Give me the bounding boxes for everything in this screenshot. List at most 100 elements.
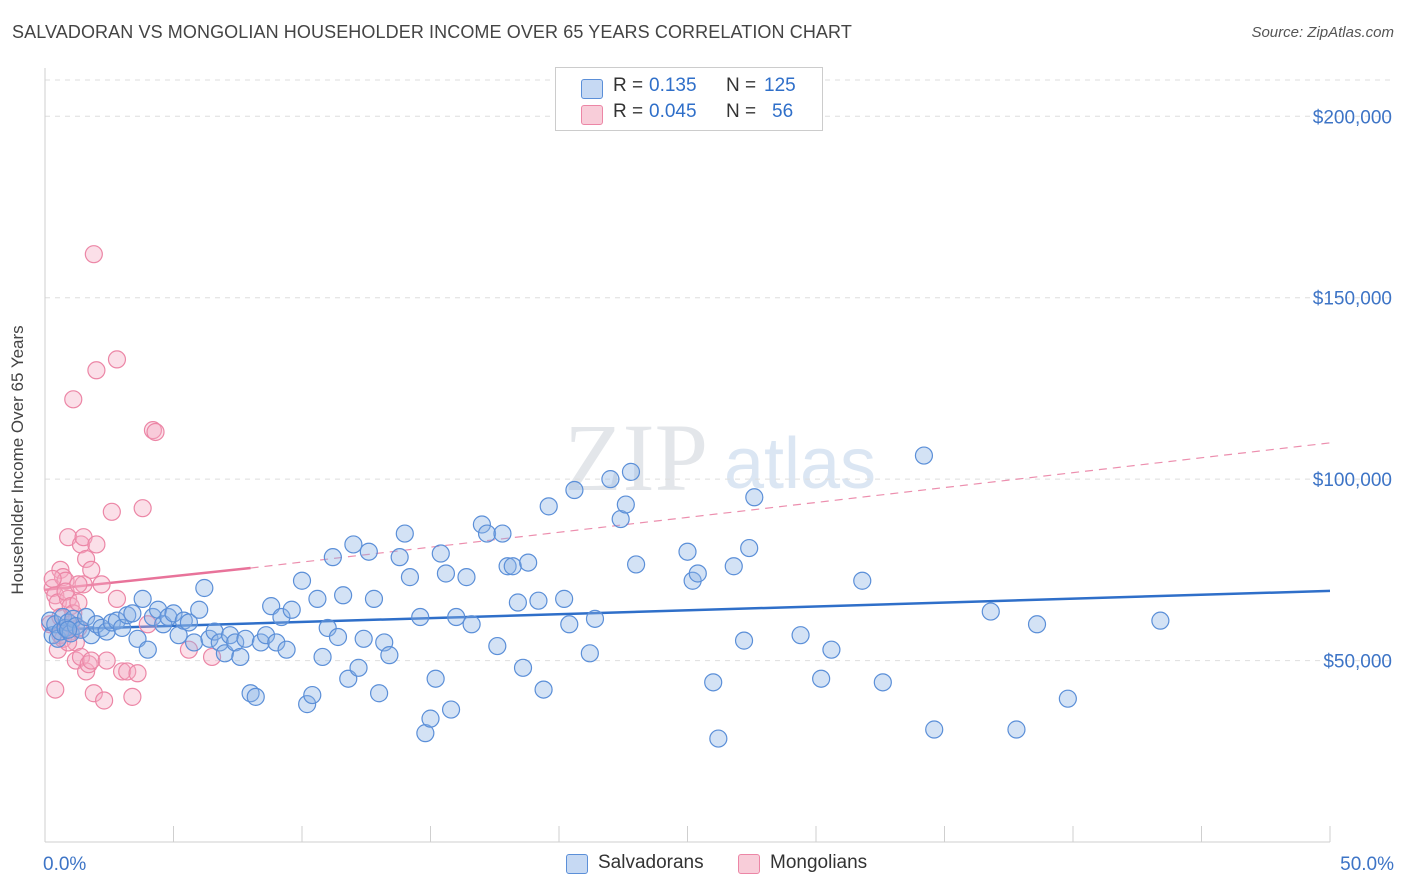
salvadorans-point xyxy=(421,709,440,728)
salvadorans-point xyxy=(323,548,342,567)
salvadorans-point xyxy=(914,446,934,465)
salvadorans-point xyxy=(560,615,579,634)
salvadorans-point xyxy=(853,571,872,590)
salvadorans-point xyxy=(190,600,209,619)
salvadorans-point xyxy=(334,586,353,605)
y-tick-label: $50,000 xyxy=(1323,652,1392,673)
salvadorans-point xyxy=(298,695,317,714)
salvadorans-point xyxy=(462,615,481,634)
salvadorans-point xyxy=(688,564,707,583)
salvadorans-point xyxy=(282,600,301,619)
mongolians-trend-line xyxy=(44,566,251,592)
salvadorans-point xyxy=(585,609,605,628)
salvadorans-point xyxy=(745,488,764,507)
mongolians-point xyxy=(95,691,114,710)
salvadorans-point xyxy=(313,647,332,667)
salvadorans-point xyxy=(678,542,697,561)
salvadorans-point xyxy=(503,557,522,576)
watermark-atlas: atlas xyxy=(724,424,876,504)
salvadorans-point xyxy=(267,633,286,652)
salvadorans-point xyxy=(493,524,512,543)
salvadorans-point xyxy=(981,602,1000,621)
mongolians-point xyxy=(69,575,88,594)
salvadorans-point xyxy=(601,470,620,489)
salvadorans-trend-line xyxy=(44,589,1331,631)
salvadorans-point xyxy=(380,646,399,665)
salvadorans-point xyxy=(426,669,445,688)
y-tick-label: $100,000 xyxy=(1313,470,1392,491)
chart-title: SALVADORAN VS MONGOLIAN HOUSEHOLDER INCO… xyxy=(12,22,852,42)
salvadorans-point xyxy=(246,687,265,706)
mongolians-point xyxy=(92,575,111,594)
salvadorans-point xyxy=(1151,611,1170,630)
salvadorans-point xyxy=(205,622,224,641)
salvadorans-point xyxy=(1027,615,1047,634)
mongolians-point xyxy=(51,560,70,579)
salvadorans-point xyxy=(925,720,944,739)
trend-lines xyxy=(44,442,1331,631)
salvadorans-point xyxy=(256,626,276,645)
salvadorans-point xyxy=(231,647,250,667)
salvadorans-point xyxy=(349,658,368,677)
salvadorans-point xyxy=(59,620,78,639)
mongolians-point xyxy=(107,350,127,369)
stats-legend: R = 0.135 N = 125 R = 0.045 N = 56 xyxy=(555,67,823,131)
mongolians-point xyxy=(69,593,88,612)
legend-r-label: R = xyxy=(613,101,644,122)
mongolians-point xyxy=(128,664,147,683)
mongolians-point xyxy=(43,569,62,589)
salvadorans-point xyxy=(277,640,296,659)
salvadorans-point xyxy=(195,578,214,598)
salvadorans-point xyxy=(370,684,389,703)
salvadorans-point xyxy=(138,640,157,659)
salvadorans-point xyxy=(318,618,337,638)
salvadorans-point xyxy=(513,658,533,677)
salvadorans-point xyxy=(447,607,466,627)
legend-swatch-salvadorans xyxy=(581,79,603,99)
legend-r-value: 0.045 xyxy=(649,101,697,122)
salvadorans-point xyxy=(534,680,553,699)
legend-swatch-salvadorans xyxy=(566,854,588,874)
salvadorans-point xyxy=(1058,689,1077,708)
salvadorans-point xyxy=(431,544,450,563)
legend-label-mongolians: Mongolians xyxy=(770,852,868,873)
y-axis-label: Householder Income Over 65 Years xyxy=(8,325,27,595)
legend-n-value: 56 xyxy=(772,101,794,122)
y-tick-label: $200,000 xyxy=(1313,107,1392,128)
x-tick-label-min: 0.0% xyxy=(43,854,86,875)
x-tick-label-max: 50.0% xyxy=(1340,854,1394,875)
salvadorans-point xyxy=(411,607,430,627)
salvadorans-point xyxy=(539,497,558,516)
mongolians-point xyxy=(87,535,106,554)
mongolians-point xyxy=(84,245,103,264)
salvadorans-point xyxy=(210,633,229,652)
salvadorans-point xyxy=(179,613,199,632)
mongolians-point xyxy=(146,422,165,442)
mongolians-point xyxy=(143,421,163,440)
salvadorans-point xyxy=(164,604,183,623)
salvadorans-point xyxy=(822,640,841,659)
salvadorans-point xyxy=(565,480,584,500)
salvadorans-point xyxy=(477,524,497,543)
salvadorans-point xyxy=(529,591,548,610)
mongolians-point xyxy=(64,390,83,409)
legend-swatch-mongolians xyxy=(738,854,760,874)
salvadorans-point xyxy=(724,557,743,576)
salvadorans-point xyxy=(364,589,384,608)
salvadorans-point xyxy=(709,729,728,748)
legend-r-value: 0.135 xyxy=(649,75,697,96)
mongolians-point xyxy=(133,499,152,518)
salvadorans-point xyxy=(133,589,152,608)
salvadorans-point xyxy=(184,633,204,652)
salvadorans-point xyxy=(436,564,456,583)
salvadorans-point xyxy=(555,589,574,608)
salvadorans-point xyxy=(272,607,291,627)
salvadorans-point xyxy=(580,644,599,663)
salvadorans-point xyxy=(77,607,96,627)
salvadorans-point xyxy=(626,555,646,574)
mongolians-point xyxy=(123,687,142,706)
salvadorans-point xyxy=(616,495,635,514)
salvadorans-point xyxy=(488,636,507,656)
salvadorans-point xyxy=(390,548,409,567)
